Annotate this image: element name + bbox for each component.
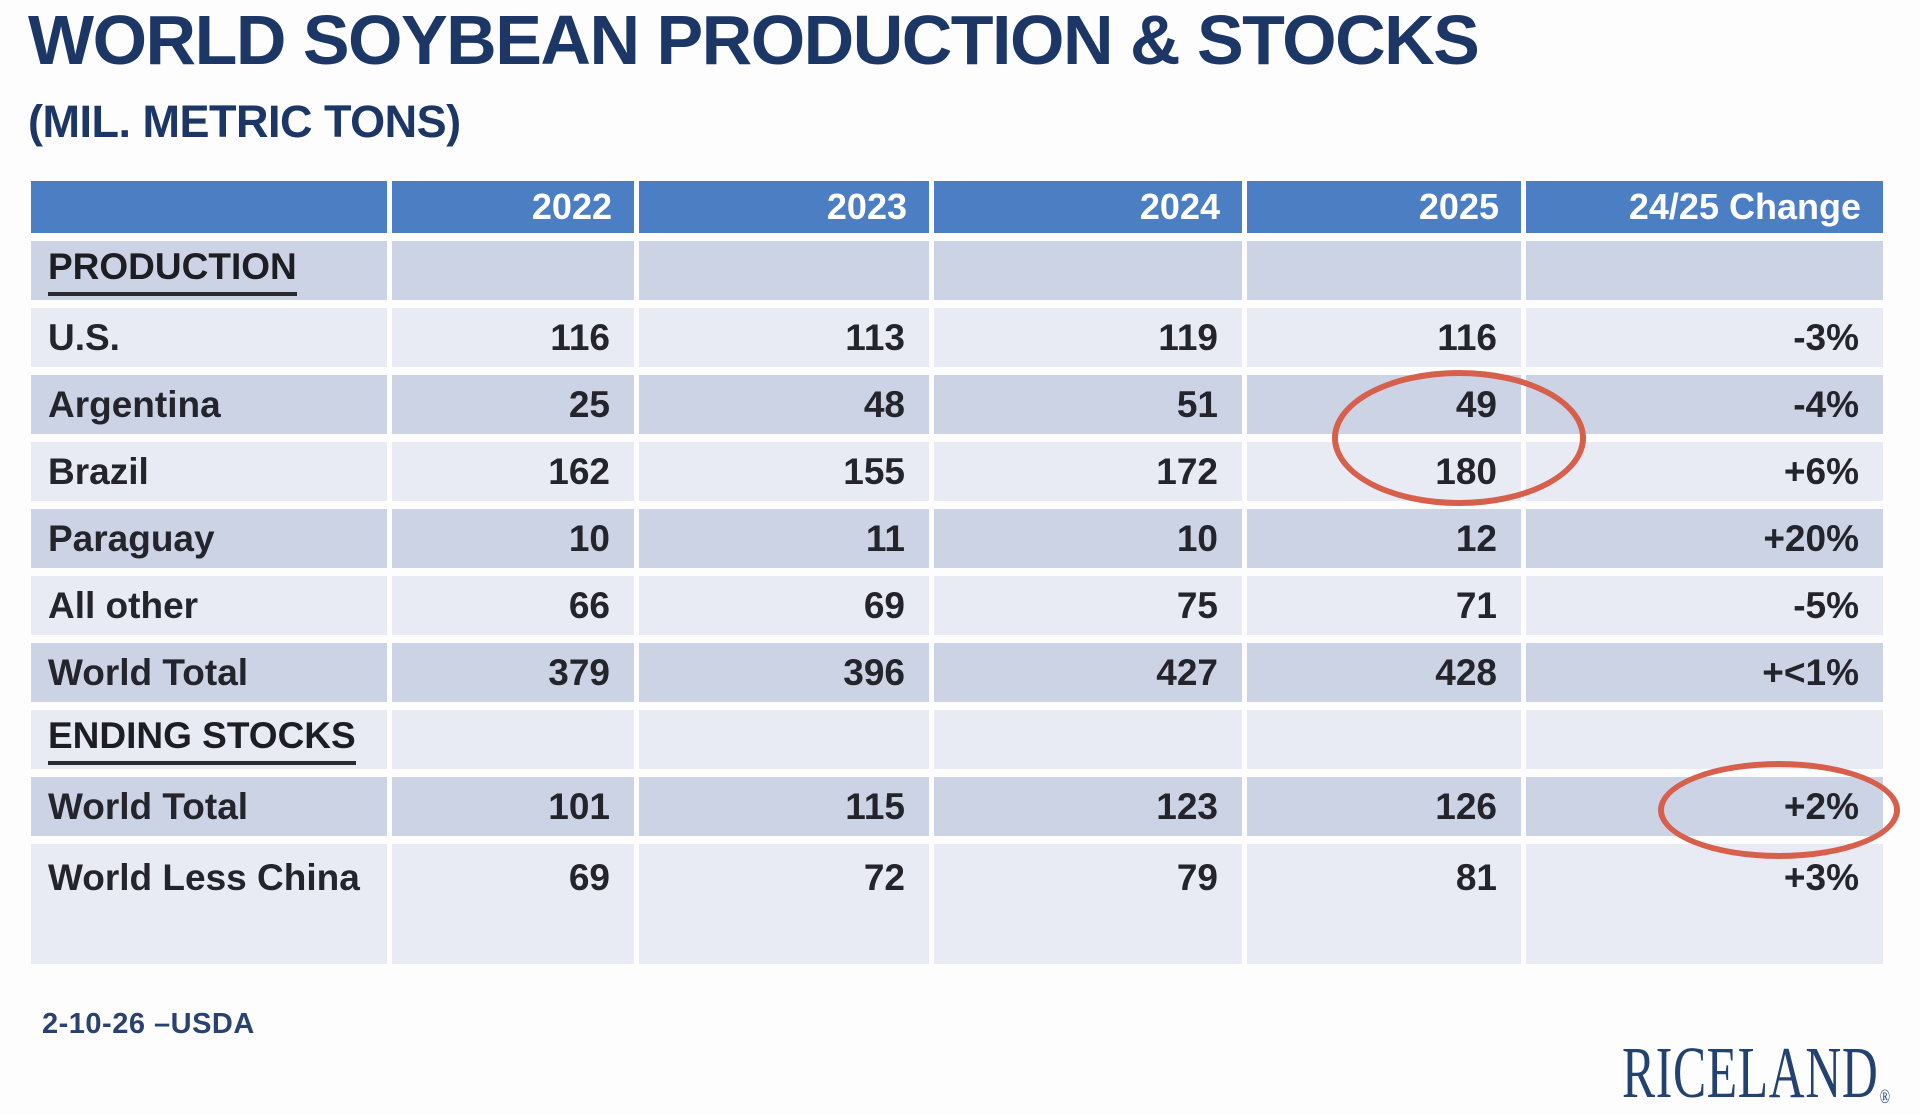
table-cell-empty [1247, 241, 1521, 300]
table-cell: 101 [392, 777, 634, 836]
table-cell: 10 [392, 509, 634, 568]
table-cell: 81 [1247, 844, 1521, 964]
table-cell: 66 [392, 576, 634, 635]
table-cell: 12 [1247, 509, 1521, 568]
table-cell: 155 [639, 442, 929, 501]
table-cell-empty [639, 241, 929, 300]
table-cell: +6% [1526, 442, 1883, 501]
table-cell: 180 [1247, 442, 1521, 501]
page-title: WORLD SOYBEAN PRODUCTION & STOCKS [28, 1, 1480, 79]
page-subtitle: (MIL. METRIC TONS) [28, 96, 461, 147]
column-header: 2025 [1247, 181, 1521, 233]
riceland-logo-text: RICELAND [1622, 1032, 1879, 1113]
row-section-label: ENDING STOCKS [31, 710, 387, 769]
table-cell: 116 [1247, 308, 1521, 367]
table-cell: -3% [1526, 308, 1883, 367]
table-cell: 123 [934, 777, 1242, 836]
row-label: Argentina [31, 375, 387, 434]
row-section-label-text: ENDING STOCKS [48, 715, 356, 765]
table-cell: +<1% [1526, 643, 1883, 702]
table-cell: 71 [1247, 576, 1521, 635]
table-cell: 79 [934, 844, 1242, 964]
table-cell-empty [1526, 241, 1883, 300]
table-cell: -5% [1526, 576, 1883, 635]
production-stocks-table: 2022 2023 2024 2025 24/25 Change PRODUCTION U.… [31, 181, 1883, 964]
row-label: U.S. [31, 308, 387, 367]
table-cell: 75 [934, 576, 1242, 635]
table-cell-empty [1247, 710, 1521, 769]
column-header: 2024 [934, 181, 1242, 233]
table-cell: 113 [639, 308, 929, 367]
column-header: 24/25 Change [1526, 181, 1883, 233]
table-cell: 427 [934, 643, 1242, 702]
table-cell-empty [392, 710, 634, 769]
table-cell-empty [934, 241, 1242, 300]
registered-trademark-icon: ® [1879, 1086, 1891, 1108]
table-cell: 11 [639, 509, 929, 568]
table-cell: 69 [639, 576, 929, 635]
table-cell: 48 [639, 375, 929, 434]
table-cell-empty [392, 241, 634, 300]
table-cell: 119 [934, 308, 1242, 367]
table-cell: +3% [1526, 844, 1883, 964]
table-cell: 428 [1247, 643, 1521, 702]
table-cell: 116 [392, 308, 634, 367]
row-label: World Less China [31, 844, 387, 964]
table-cell-empty [1526, 710, 1883, 769]
riceland-logo: RICELAND ® [1622, 1036, 1890, 1109]
table-cell: +2% [1526, 777, 1883, 836]
table-cell: 51 [934, 375, 1242, 434]
table-cell: -4% [1526, 375, 1883, 434]
column-header: 2023 [639, 181, 929, 233]
column-header: 2022 [392, 181, 634, 233]
row-section-label: PRODUCTION [31, 241, 387, 300]
table-cell-empty [639, 710, 929, 769]
table-cell: 49 [1247, 375, 1521, 434]
column-header-blank [31, 181, 387, 233]
row-label: Paraguay [31, 509, 387, 568]
table-cell: 126 [1247, 777, 1521, 836]
table-cell: 10 [934, 509, 1242, 568]
table-cell: 162 [392, 442, 634, 501]
table-cell: +20% [1526, 509, 1883, 568]
row-label: World Total [31, 643, 387, 702]
table-cell: 379 [392, 643, 634, 702]
table-cell: 72 [639, 844, 929, 964]
row-label: World Total [31, 777, 387, 836]
table-cell: 172 [934, 442, 1242, 501]
row-label: Brazil [31, 442, 387, 501]
source-note: 2-10-26 –USDA [42, 1008, 255, 1040]
table-cell: 115 [639, 777, 929, 836]
row-label: All other [31, 576, 387, 635]
row-section-label-text: PRODUCTION [48, 246, 297, 296]
table-cell-empty [934, 710, 1242, 769]
table-cell: 69 [392, 844, 634, 964]
table-cell: 396 [639, 643, 929, 702]
table-cell: 25 [392, 375, 634, 434]
